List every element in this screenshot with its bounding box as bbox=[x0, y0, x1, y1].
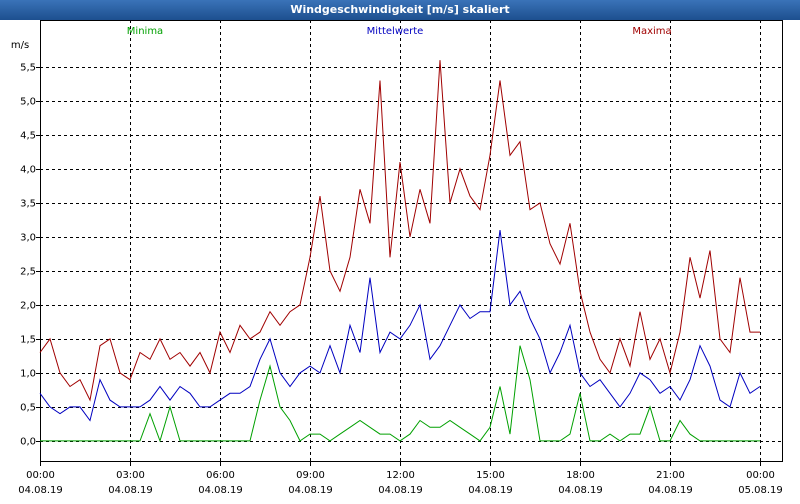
legend-entry: Maxima bbox=[632, 26, 671, 37]
x-tick-date: 04.08.19 bbox=[198, 485, 243, 496]
x-tick-date: 04.08.19 bbox=[468, 485, 513, 496]
x-tick-label: 00:00 bbox=[746, 470, 775, 481]
series-line bbox=[39, 230, 761, 422]
x-tick-date: 04.08.19 bbox=[648, 485, 693, 496]
x-tick-date: 04.08.19 bbox=[378, 485, 423, 496]
y-tick-label: 1,0 bbox=[20, 369, 36, 380]
y-tick-label: 3,5 bbox=[20, 199, 36, 210]
legend-entry: Minima bbox=[127, 26, 163, 37]
plot-frame bbox=[40, 20, 783, 462]
x-tick-label: 15:00 bbox=[476, 470, 505, 481]
x-tick-label: 06:00 bbox=[206, 470, 235, 481]
x-tick-date: 04.08.19 bbox=[288, 485, 333, 496]
y-tick-label: 2,5 bbox=[20, 267, 36, 278]
y-axis-unit: m/s bbox=[11, 40, 29, 51]
y-tick-label: 5,0 bbox=[20, 97, 36, 108]
x-tick-date: 04.08.19 bbox=[108, 485, 153, 496]
x-tick-label: 12:00 bbox=[386, 470, 415, 481]
y-tick-label: 0,0 bbox=[20, 437, 36, 448]
x-tick-date: 04.08.19 bbox=[558, 485, 603, 496]
title-bar bbox=[0, 0, 800, 20]
x-tick-label: 03:00 bbox=[116, 470, 145, 481]
y-tick-label: 3,0 bbox=[20, 233, 36, 244]
y-tick-label: 0,5 bbox=[20, 403, 36, 414]
x-tick-label: 18:00 bbox=[566, 470, 595, 481]
x-tick-date: 04.08.19 bbox=[18, 485, 63, 496]
y-tick-label: 5,5 bbox=[20, 63, 36, 74]
series-line bbox=[39, 60, 760, 402]
y-tick-label: 1,5 bbox=[20, 335, 36, 346]
x-tick-date: 05.08.19 bbox=[738, 485, 783, 496]
x-tick-label: 21:00 bbox=[656, 470, 685, 481]
legend-entry: Mittelwerte bbox=[367, 26, 424, 37]
x-tick-label: 00:00 bbox=[26, 470, 55, 481]
chart-title: Windgeschwindigkeit [m/s] skaliert bbox=[290, 3, 509, 16]
y-tick-label: 2,0 bbox=[20, 301, 36, 312]
y-tick-label: 4,0 bbox=[20, 165, 36, 176]
y-tick-label: 4,5 bbox=[20, 131, 36, 142]
x-tick-label: 09:00 bbox=[296, 470, 325, 481]
series-line bbox=[40, 345, 760, 443]
